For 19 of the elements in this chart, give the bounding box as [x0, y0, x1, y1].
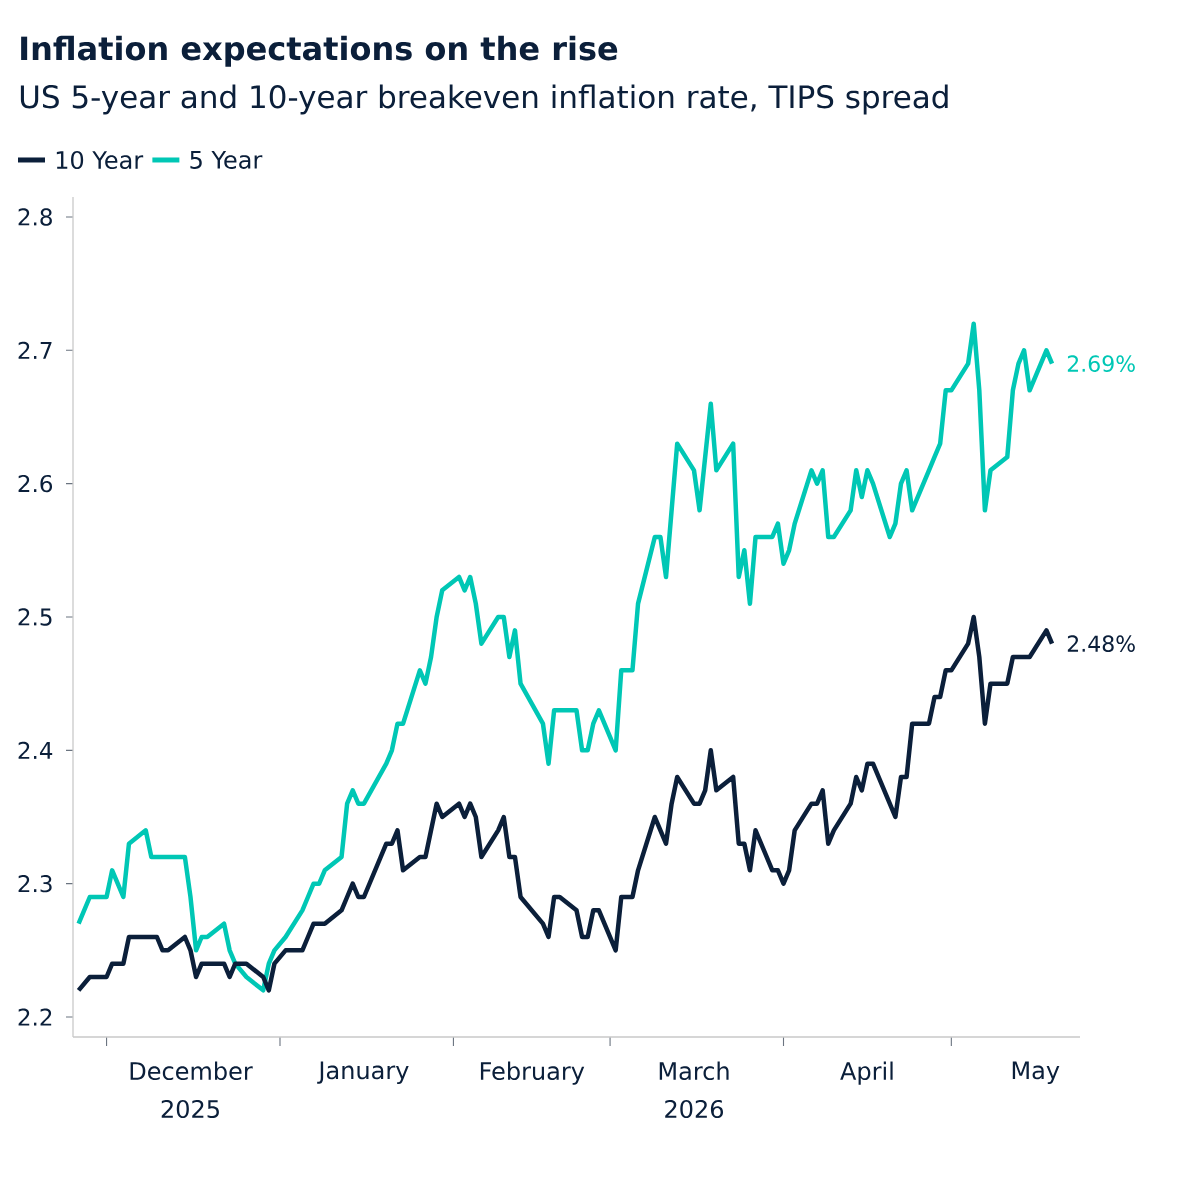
y-tick-label: 2.8: [18, 208, 52, 226]
x-tick-label: May: [1012, 1061, 1060, 1085]
legend-label: 10 Year: [56, 150, 144, 170]
y-tick-label: 2.4: [18, 741, 53, 759]
x-tick-label: December 2025: [130, 1061, 253, 1119]
chart-subtitle: US 5-year and 10-year breakeven inflation rate, TIPS spread: [20, 84, 948, 115]
y-tick-label: 2.7: [18, 341, 52, 359]
x-tick-label: April: [840, 1061, 893, 1085]
x-tick-label: January: [317, 1061, 409, 1085]
x-tick-label: March 2026: [659, 1061, 729, 1119]
data-label: 2.69%: [1067, 355, 1135, 372]
y-tick-label: 2.5: [18, 608, 52, 626]
x-tick-label: February: [480, 1061, 585, 1085]
data-label: 2.48%: [1067, 635, 1135, 652]
y-tick-label: 2.2: [18, 1008, 52, 1026]
chart-title: Inflation expectations on the rise: [21, 35, 618, 67]
legend-label: 5 Year: [190, 151, 263, 169]
y-tick-label: 2.6: [18, 474, 53, 493]
y-tick-label: 2.3: [18, 874, 52, 893]
